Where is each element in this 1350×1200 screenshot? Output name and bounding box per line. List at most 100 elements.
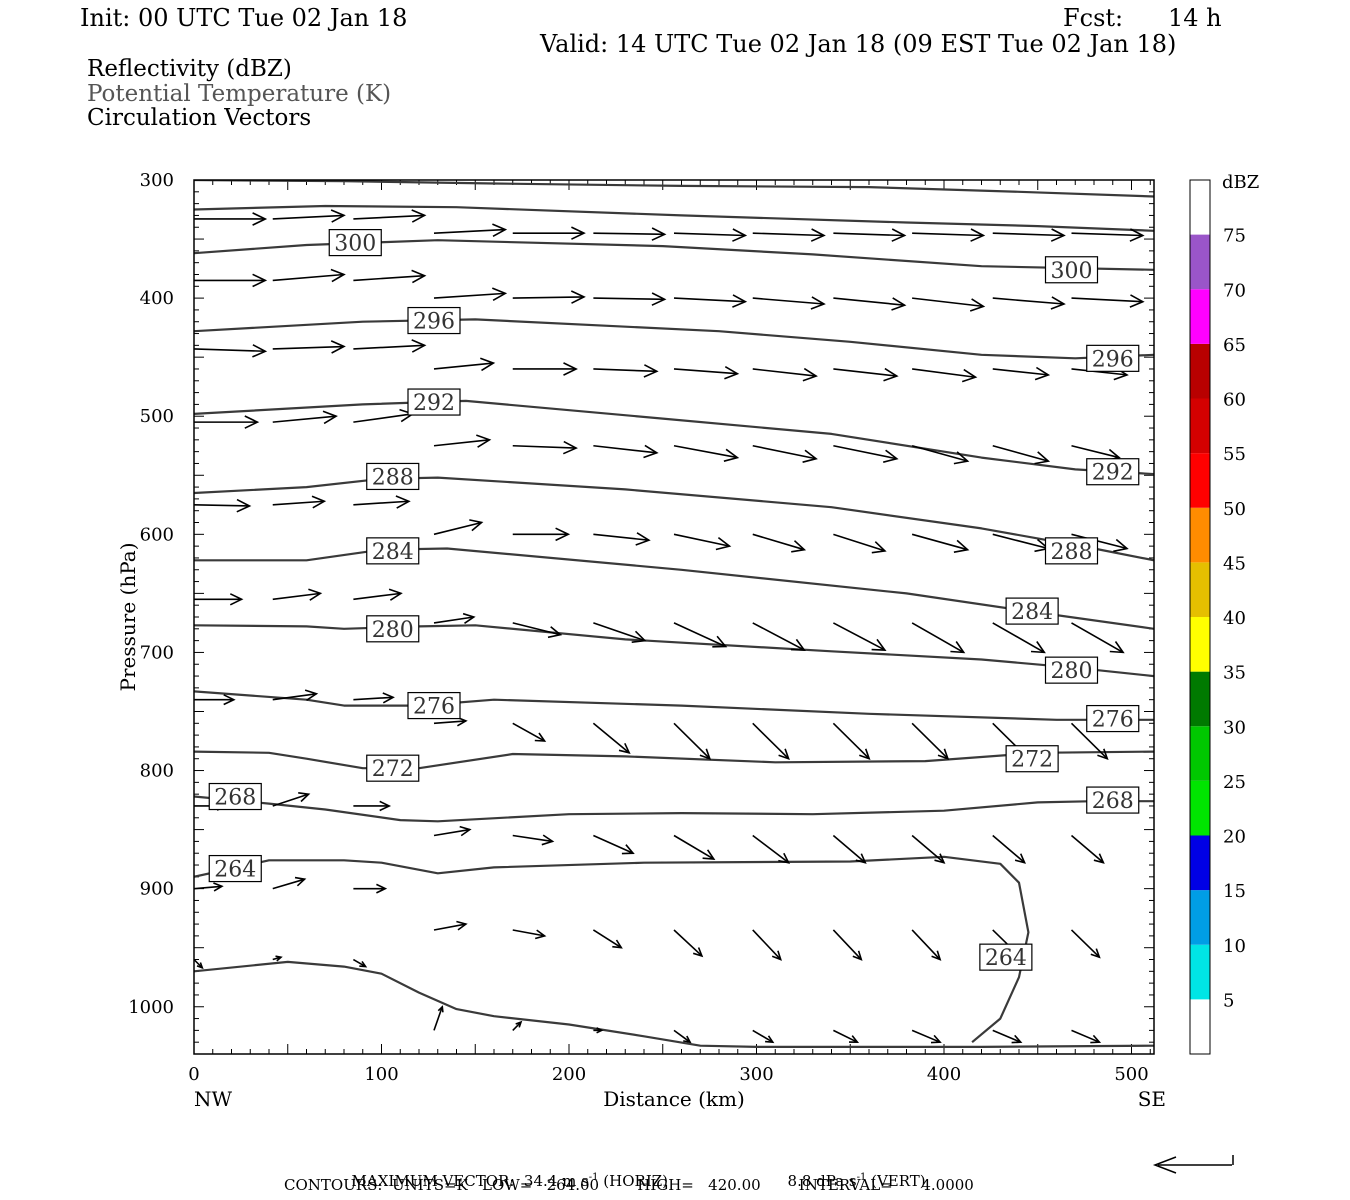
circulation-vector [592,929,623,949]
vector-head [931,950,942,961]
x-tick-label: 500 [1114,1064,1148,1085]
circulation-vector [1071,1029,1102,1044]
vector-shaft [833,622,886,651]
colorbar-swatch [1190,671,1210,727]
circulation-vector [272,792,311,807]
contour-label-text: 280 [372,618,414,643]
vector-shaft [512,622,561,636]
vector-head [1034,366,1051,381]
vector-shaft [352,958,366,968]
vector-head [437,1005,444,1013]
vector-shaft [1071,232,1143,237]
contour-label: 280 [1044,656,1099,684]
circulation-vector [673,366,740,380]
vector-head [308,588,323,601]
vector-head [635,532,651,546]
circulation-vector [353,800,392,812]
circulation-vector [673,228,748,242]
field-circulation-vectors: Circulation Vectors [87,105,312,131]
vector-shaft [673,722,711,760]
contour-label: 268 [1086,786,1140,814]
y-tick-label: 600 [140,524,174,545]
contour-label-text: 284 [1011,600,1053,625]
vector-head [810,296,826,310]
contour-302 [194,204,1154,232]
horiz-tag: (HORIZ) [598,1172,669,1190]
contour-label-box [366,615,420,643]
vector-shaft [673,1029,691,1043]
circulation-vector [833,367,899,382]
colorbar-level-label: 25 [1223,772,1246,793]
vector-head [275,955,283,962]
contour-292 [194,399,1154,476]
vector-head [534,929,547,940]
vector-head [1050,228,1066,242]
circulation-vector [433,519,484,536]
colorbar-swatch [1190,944,1210,1000]
vector-head [298,792,311,803]
y-tick-label: 1000 [128,997,174,1018]
circulation-vector [433,223,508,238]
circulation-vector [433,1005,444,1031]
vector-head [196,962,204,970]
vector-head [1129,294,1145,308]
vector-shaft [433,362,494,370]
contour-296 [194,318,1154,360]
circulation-vector [911,929,942,961]
forecast-hour-value: 14 h [1168,4,1222,32]
vector-head [715,536,732,551]
contour-label: 284 [1005,597,1059,625]
vector-head [930,1034,942,1044]
circulation-vector [272,495,327,509]
contour-label-box [407,388,461,416]
contour-260 [194,960,1154,1049]
circulation-vector [911,834,946,864]
vector-shaft [673,533,730,547]
contour-label-text: 272 [372,757,414,782]
vector-shaft [353,696,394,701]
vector-head [848,1035,860,1044]
vector-shaft [433,720,466,725]
vector-head [459,825,472,837]
vector-head [802,449,818,463]
circulation-vector [433,287,508,301]
vector-shaft [353,344,425,350]
contour-label-text: 292 [1092,461,1134,486]
contour-label: 292 [407,388,461,416]
vector-head [571,226,586,240]
vector-shaft [353,214,425,220]
contour-label-box [328,228,382,257]
contour-label-text: 264 [214,858,256,883]
vector-shaft [673,444,738,459]
contour-label-box [1005,745,1059,773]
vector-shaft [833,444,897,460]
vector-shaft [752,834,790,864]
circulation-vector [512,362,578,376]
vector-head [937,748,950,760]
vector-head [692,947,704,958]
vector-head [618,742,631,754]
vector-head [236,498,252,513]
circulation-vector [272,209,346,223]
vector-head [643,444,659,459]
contour-272 [194,750,1154,770]
colorbar-swatch [1190,562,1210,617]
vector-shaft [911,834,945,864]
vector-head [563,362,578,376]
vert-tag: (VERT) [866,1172,926,1190]
vector-shaft [433,923,467,931]
vector-head [244,415,260,429]
circulation-vector [833,533,887,554]
circulation-vector [512,929,547,940]
vector-head [547,626,563,639]
vector-head [322,410,338,425]
circulation-vector [673,1029,692,1044]
vector-head [621,844,635,855]
contour-label: 276 [407,691,461,720]
plot-frame [193,179,1155,1055]
vector-shaft [833,232,905,237]
vector-shaft [433,828,470,837]
vector-head [359,960,368,968]
vector-shaft [833,1029,858,1043]
vector-head [883,367,899,382]
